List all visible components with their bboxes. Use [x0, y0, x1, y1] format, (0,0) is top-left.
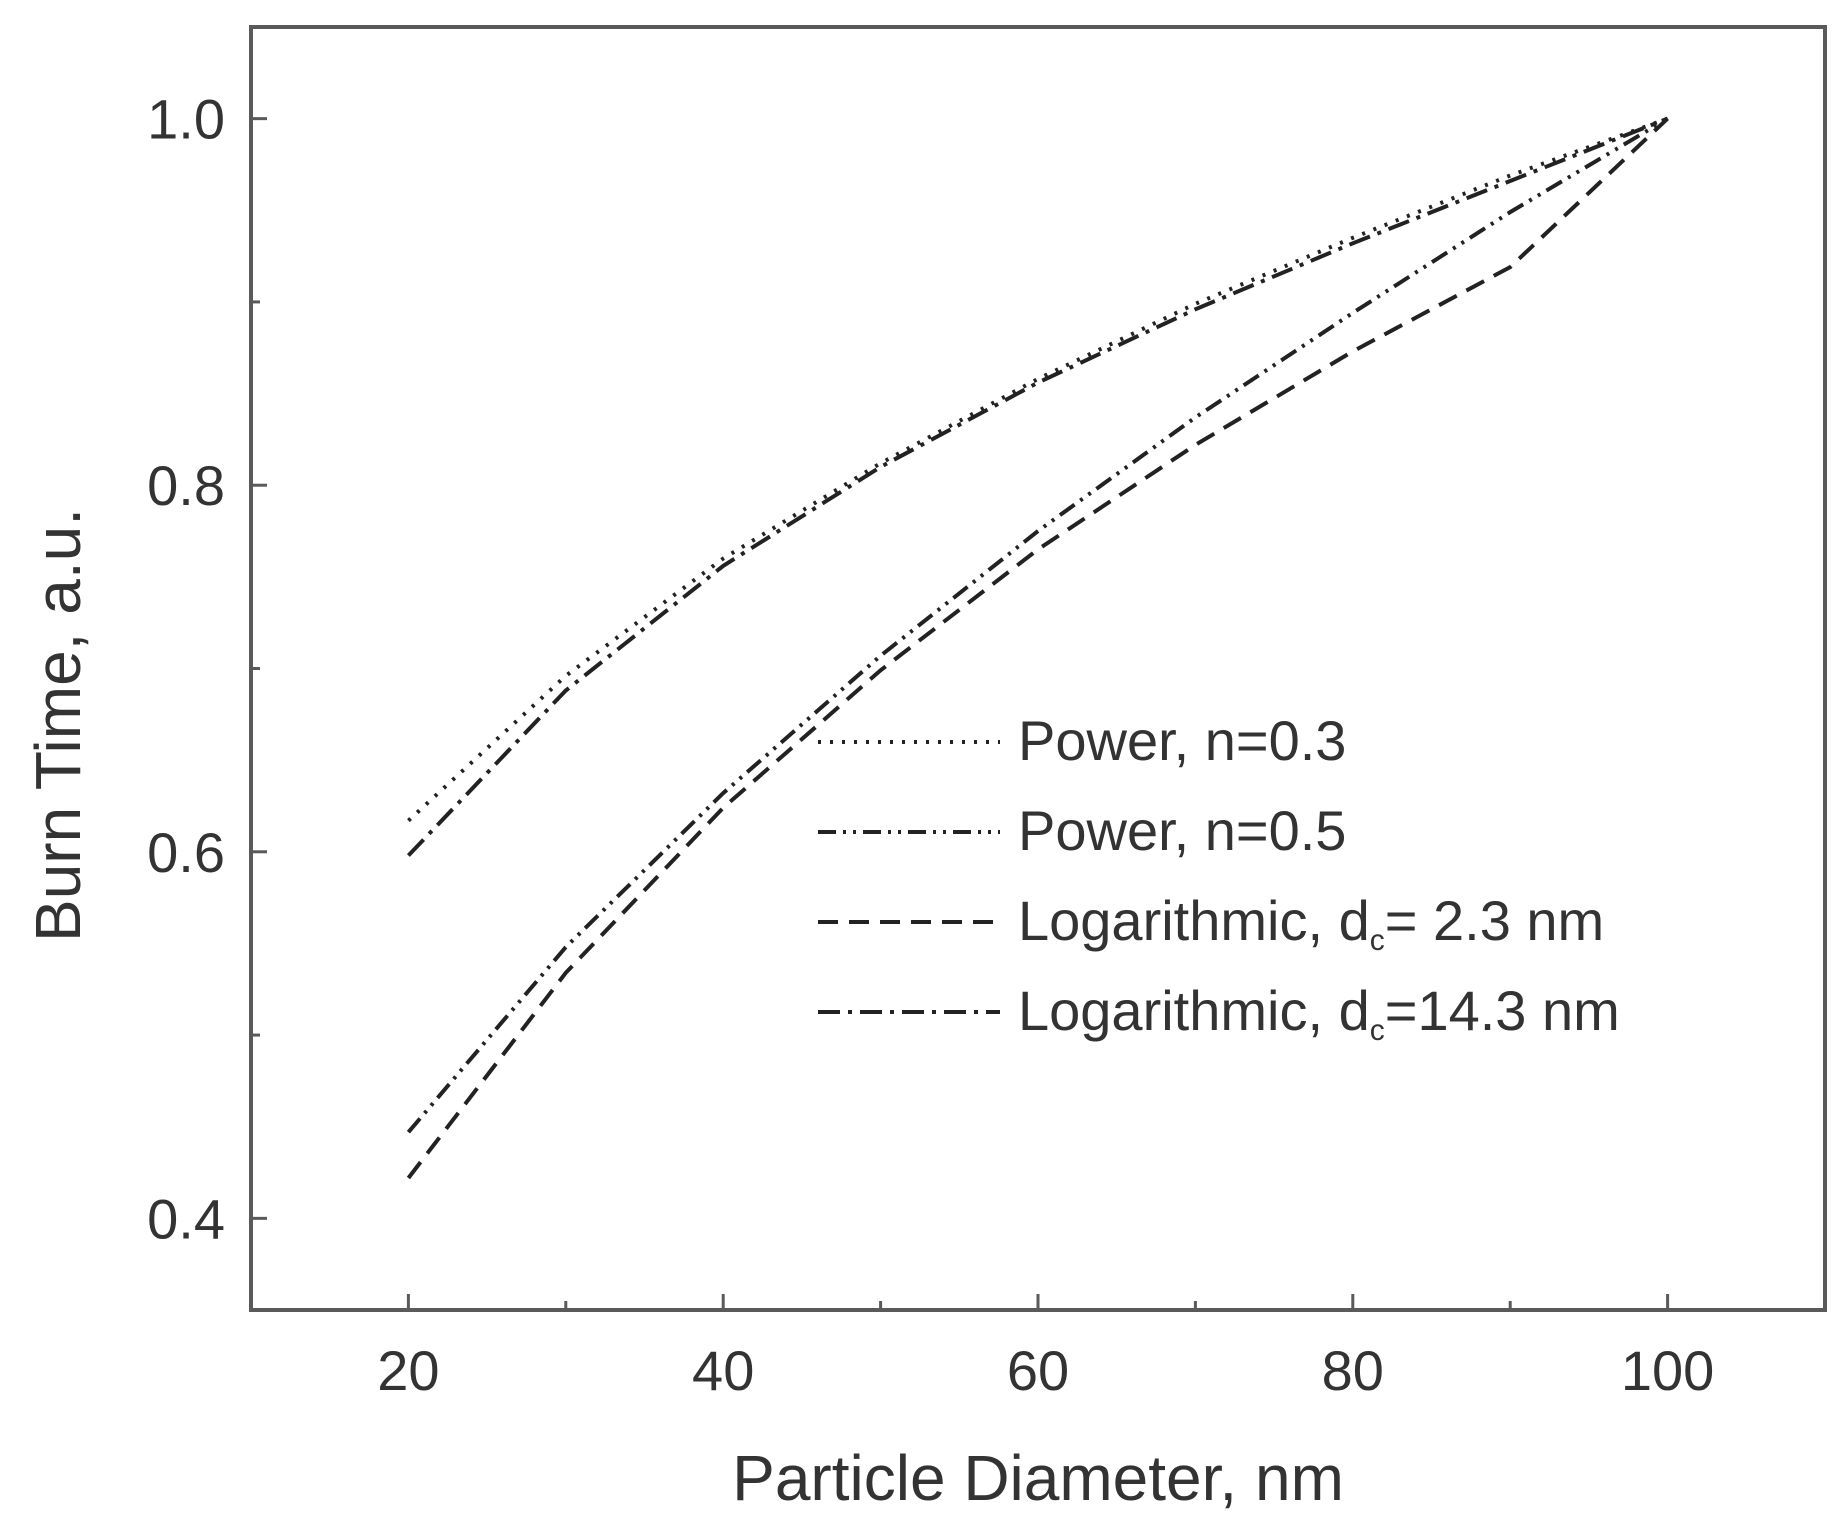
axis-ticks — [251, 117, 1670, 1310]
series-line-2 — [406, 116, 1669, 1134]
y-tick-label: 0.8 — [147, 454, 225, 517]
x-tick-label: 40 — [692, 1339, 754, 1402]
series-lines — [406, 116, 1669, 1180]
tick-labels: 20 40 60 80 100 0.4 0.6 0.8 1.0 — [147, 88, 1714, 1402]
legend-label-2: Power, n=0.5 — [1018, 799, 1346, 862]
y-axis-title: Burn Time, a.u. — [22, 508, 94, 942]
x-axis-title: Particle Diameter, nm — [732, 1442, 1344, 1514]
y-tick-label: 0.6 — [147, 821, 225, 884]
legend-label-3: Logarithmic, dc= 2.3 nm — [1018, 889, 1604, 957]
x-tick-label: 100 — [1621, 1339, 1714, 1402]
legend-label-1: Power, n=0.3 — [1018, 709, 1346, 772]
legend-label-4: Logarithmic, dc=14.3 nm — [1018, 979, 1620, 1047]
y-tick-label: 1.0 — [147, 88, 225, 151]
x-tick-label: 60 — [1007, 1339, 1069, 1402]
y-tick-label: 0.4 — [147, 1187, 225, 1250]
x-tick-label: 80 — [1322, 1339, 1384, 1402]
x-tick-label: 20 — [377, 1339, 439, 1402]
series-line-4 — [406, 116, 1669, 857]
legend: Power, n=0.3 Power, n=0.5 Logarithmic, dc=… — [818, 709, 1620, 1047]
